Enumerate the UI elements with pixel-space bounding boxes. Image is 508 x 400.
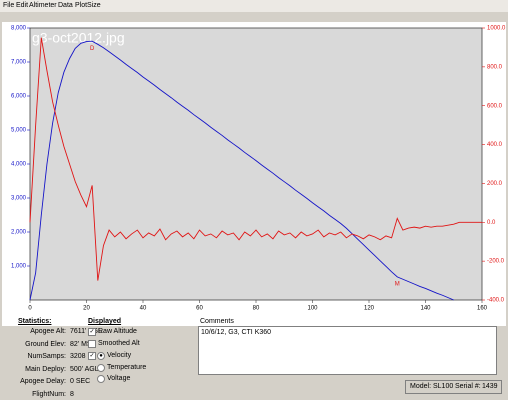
stat-value: 500' AGL: [70, 365, 99, 373]
y2-tick-label: 1000.0: [487, 26, 506, 32]
radio[interactable]: ●: [97, 352, 105, 360]
check-label: Smoothed Alt: [98, 340, 140, 347]
y-tick-label: 7,000: [11, 60, 27, 66]
checkbox[interactable]: ✓: [88, 352, 96, 360]
stat-value: 3208: [70, 353, 86, 360]
stat-label: Main Deploy:: [25, 365, 66, 373]
comments-label: Comments: [200, 318, 234, 325]
y2-tick-label: -400.0: [487, 298, 505, 304]
x-tick-label: 80: [253, 306, 260, 312]
x-tick-label: 100: [307, 306, 318, 312]
checkbox[interactable]: [88, 340, 96, 348]
menu-item[interactable]: File: [3, 2, 15, 9]
stat-value: 0 SEC: [70, 378, 91, 385]
y2-tick-label: 600.0: [487, 103, 503, 109]
footer-box: [405, 380, 502, 394]
x-tick-label: 0: [28, 306, 32, 312]
stat-label: Ground Elev:: [25, 340, 66, 348]
y2-tick-label: 200.0: [487, 181, 503, 187]
stat-label: Apogee Delay:: [20, 378, 66, 385]
y-tick-label: 3,000: [11, 196, 27, 202]
y2-tick-label: 0.0: [487, 220, 496, 226]
y-tick-label: 8,000: [11, 26, 27, 32]
y-tick-label: 6,000: [11, 94, 27, 100]
chart: g3-oct2012.jpg 0 20 40 60 80 100 120 140 160 1,00…: [2, 22, 506, 326]
stat-value: 8: [70, 390, 74, 398]
stat-label: NumSamps:: [27, 353, 66, 360]
radio-label: Temperature: [107, 363, 147, 371]
y2-tick-label: 800.0: [487, 64, 503, 70]
y-tick-label: 5,000: [11, 128, 27, 134]
annotation: M: [395, 281, 400, 287]
x-tick-label: 40: [140, 306, 147, 312]
x-tick-label: 20: [83, 306, 90, 312]
serial: 1439: [482, 383, 498, 390]
x-tick-label: 60: [196, 306, 203, 312]
stat-label: FlightNum:: [32, 390, 66, 398]
x-tick-label: 120: [364, 306, 375, 312]
menu-item[interactable]: PlotSize: [75, 2, 101, 9]
watermark: g3-oct2012.jpg: [32, 30, 125, 46]
y-tick-label: 2,000: [11, 230, 27, 236]
menu-item[interactable]: Altimeter: [29, 2, 57, 9]
model-label: Model:: [410, 383, 432, 390]
y-tick-label: 4,000: [11, 162, 27, 168]
radio-label: Velocity: [107, 352, 132, 359]
comments-box[interactable]: 10/6/12, G3, CTI K360: [198, 326, 497, 375]
radio[interactable]: [97, 375, 105, 383]
menu-item[interactable]: Edit: [16, 2, 29, 9]
stat-value: 7611' AGL: [70, 328, 102, 335]
stats-title: Statistics:: [18, 318, 52, 325]
annotation: D: [90, 46, 95, 52]
x-tick-label: 160: [477, 306, 488, 312]
checkbox[interactable]: ✓: [88, 328, 96, 336]
series-line: [29, 37, 482, 281]
radio[interactable]: [97, 363, 105, 372]
y2-tick-label: 400.0: [487, 142, 503, 148]
stat-value: 82' MSL: [70, 340, 96, 348]
plot-area: [29, 27, 483, 301]
model: SL100: [433, 383, 454, 390]
displayed-title: Displayed: [88, 318, 122, 325]
stat-label: Apogee Alt:: [30, 328, 66, 335]
check-label: Raw Altitude: [98, 328, 137, 335]
series-line: [29, 40, 454, 301]
radio-label: Voltage: [107, 375, 131, 382]
menu-bar: [0, 0, 508, 12]
y2-tick-label: -200.0: [487, 259, 505, 265]
menu-item[interactable]: Data: [58, 2, 73, 9]
x-tick-label: 140: [420, 306, 431, 312]
y-tick-label: 1,000: [11, 264, 27, 270]
serial-label: Serial #:: [455, 383, 481, 390]
